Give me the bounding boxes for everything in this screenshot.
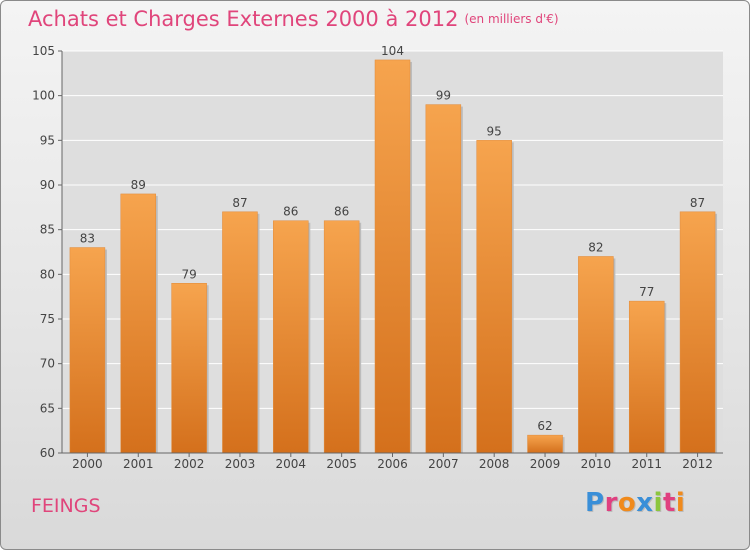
x-tick-label: 2007 (428, 457, 459, 471)
y-tick-label: 90 (40, 178, 55, 192)
logo-letter: r (604, 488, 618, 518)
x-tick-label: 2005 (326, 457, 357, 471)
bar (323, 220, 360, 454)
bar-value-label: 82 (588, 240, 603, 254)
bar-value-label: 86 (334, 205, 349, 219)
bar (679, 211, 716, 454)
bar-value-label: 77 (639, 285, 654, 299)
logo-letter: i (675, 488, 686, 518)
chart-title: Achats et Charges Externes 2000 à 2012 (e… (28, 7, 559, 31)
y-tick-label: 65 (40, 401, 55, 415)
bar-value-label: 89 (131, 178, 146, 192)
x-tick-label: 2011 (631, 457, 662, 471)
bar (578, 256, 614, 454)
bar-value-label: 87 (690, 196, 705, 210)
y-tick-label: 70 (40, 357, 55, 371)
bar-value-label: 62 (537, 419, 552, 433)
bar-value-label: 79 (181, 267, 196, 281)
x-tick-label: 2008 (479, 457, 510, 471)
logo-letter: i (653, 488, 663, 518)
x-tick-label: 2009 (530, 457, 561, 471)
x-tick-label: 2004 (276, 457, 307, 471)
bar (476, 140, 512, 454)
commune-name: FEINGS (31, 495, 101, 517)
y-tick-label: 105 (32, 44, 55, 58)
y-tick-label: 80 (40, 267, 55, 281)
y-tick-label: 75 (40, 312, 55, 326)
x-tick-label: 2001 (123, 457, 154, 471)
chart-title-text: Achats et Charges Externes 2000 à 2012 (28, 7, 459, 31)
proxiti-logo: Proxiti (585, 488, 685, 518)
x-tick-label: 2002 (174, 457, 205, 471)
bar-value-label: 95 (487, 124, 502, 138)
x-tick-label: 2003 (225, 457, 256, 471)
x-tick-label: 2010 (581, 457, 612, 471)
y-tick-label: 100 (32, 89, 55, 103)
chart-unit: (en milliers d'€) (464, 12, 559, 26)
logo-letter: x (636, 488, 654, 518)
bar (425, 104, 462, 454)
y-tick-label: 95 (40, 133, 55, 147)
logo-letter: o (617, 488, 637, 518)
bar-value-label: 83 (80, 232, 95, 246)
x-tick-label: 2012 (682, 457, 713, 471)
bar-value-label: 104 (381, 44, 404, 58)
logo-letter: t (662, 488, 676, 518)
x-tick-label: 2006 (377, 457, 408, 471)
bar (222, 211, 258, 454)
x-tick-label: 2000 (72, 457, 103, 471)
bar (120, 193, 157, 454)
bar-value-label: 99 (436, 89, 451, 103)
bar (628, 300, 665, 454)
y-tick-label: 60 (40, 446, 55, 460)
bar (374, 59, 411, 454)
bar (273, 220, 309, 454)
bar-value-label: 87 (232, 196, 247, 210)
bar (69, 247, 106, 454)
bar-value-label: 86 (283, 205, 298, 219)
logo-letter: P (585, 488, 605, 518)
bar (527, 434, 563, 454)
bar (171, 283, 207, 454)
y-tick-label: 85 (40, 223, 55, 237)
